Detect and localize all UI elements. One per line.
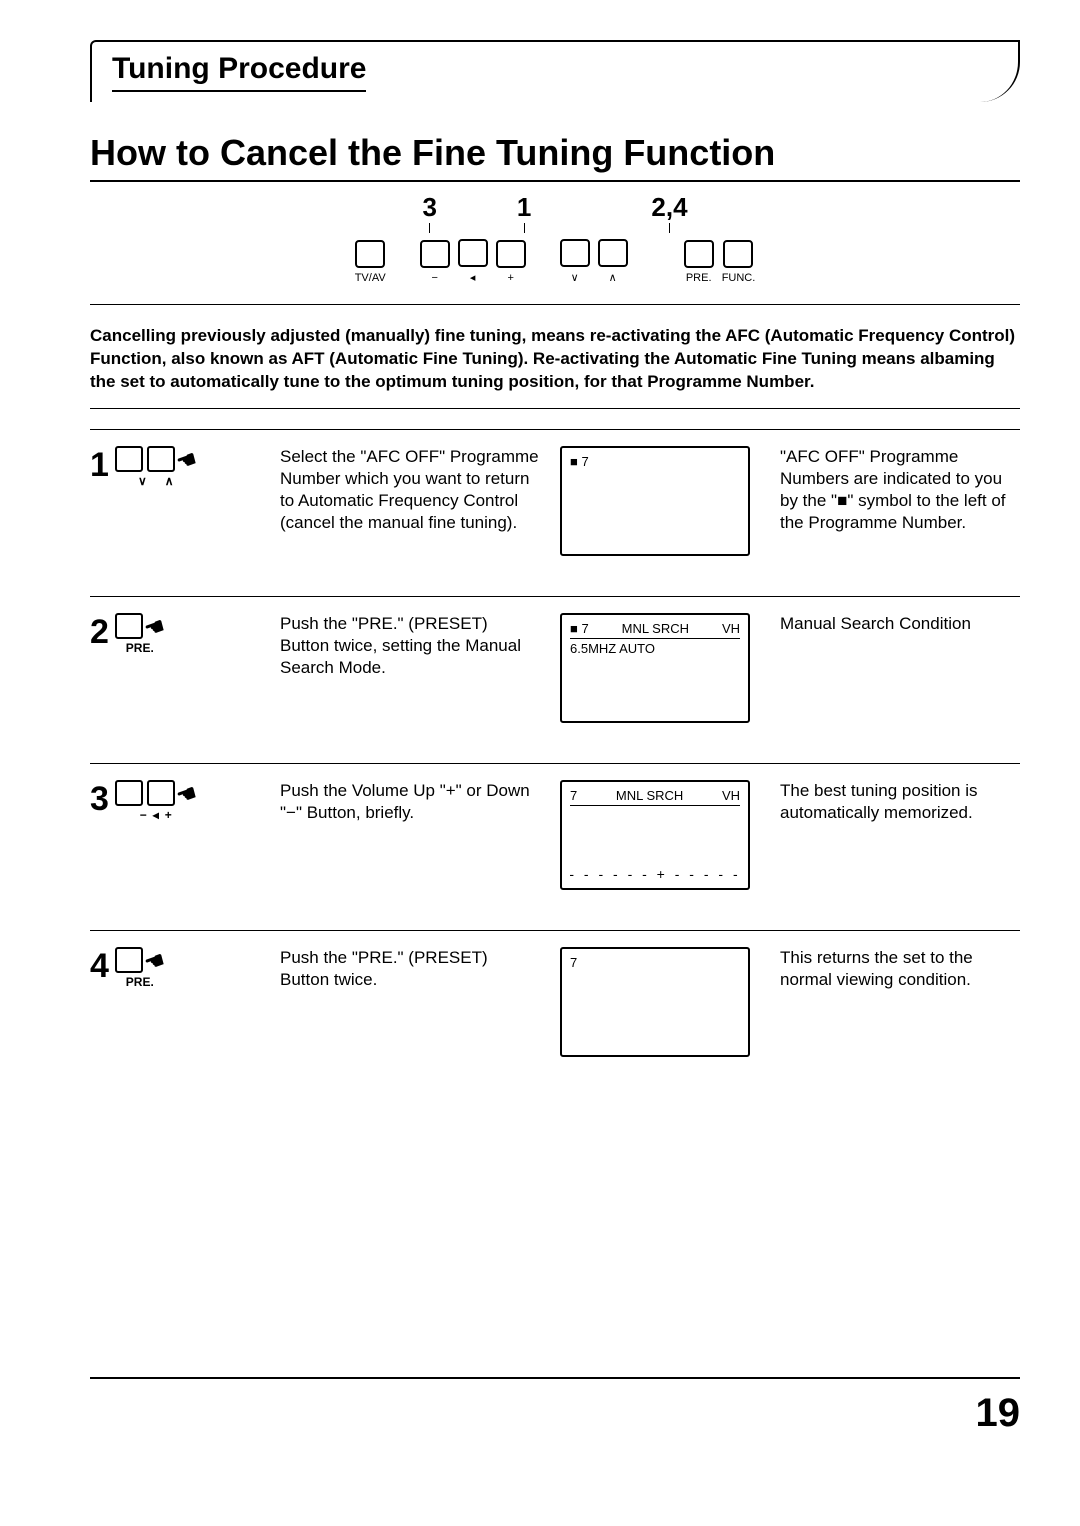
step-icon-volume: ☚ − ◂ + [115,780,197,822]
remote-button-pre: PRE. [684,240,714,284]
step-number: 2 [90,613,109,652]
hand-icon: ☚ [174,447,200,474]
page-number: 19 [90,1377,1020,1436]
step-instruction: Push the Volume Up "+" or Down "−" Butto… [280,780,540,824]
main-title: How to Cancel the Fine Tuning Function [90,132,1020,182]
remote-top-label: 3 [422,192,436,233]
step-result: "AFC OFF" Programme Numbers are indicate… [780,446,1020,534]
step-4: 4 ☚ PRE. Push the "PRE." (PRESET) Button… [90,930,1020,1097]
step-number: 3 [90,780,109,819]
step-icon-channel-updown: ☚ ∨∧ [115,446,197,488]
section-title: Tuning Procedure [112,52,366,92]
step-instruction: Select the "AFC OFF" Programme Number wh… [280,446,540,534]
step-icon-pre-button: ☚ PRE. [115,947,165,989]
step-number: 4 [90,947,109,986]
intro-paragraph: Cancelling previously adjusted (manually… [90,325,1020,409]
tuning-indicator: - - - - - - + - - - - - [568,866,742,882]
step-result: The best tuning position is automaticall… [780,780,1020,824]
remote-top-label: 2,4 [651,192,687,233]
remote-button-left: ◂ [458,239,488,284]
step-number: 1 [90,446,109,485]
screen-display: 7 MNL SRCH VH - - - - - - + - - - - - [560,780,750,890]
step-result: Manual Search Condition [780,613,1020,635]
remote-top-label: 1 [517,192,531,233]
hand-icon: ☚ [142,948,168,975]
hand-icon: ☚ [142,614,168,641]
remote-button-plus: + [496,240,526,284]
screen-display: 7 [560,947,750,1057]
step-3: 3 ☚ − ◂ + Push the Volume Up "+" or Down… [90,763,1020,930]
step-icon-pre-button: ☚ PRE. [115,613,165,655]
step-1: 1 ☚ ∨∧ Select the "AFC OFF" Programme Nu… [90,429,1020,596]
section-tab: Tuning Procedure [90,40,1020,102]
step-2: 2 ☚ PRE. Push the "PRE." (PRESET) Button… [90,596,1020,763]
remote-button-up: ∧ [598,239,628,284]
step-instruction: Push the "PRE." (PRESET) Button twice. [280,947,540,991]
remote-button-tvav: TV/AV [355,240,386,284]
remote-button-func: FUNC. [722,240,756,284]
screen-display: ■ 7 MNL SRCH VH 6.5MHZ AUTO [560,613,750,723]
remote-button-minus: − [420,240,450,284]
screen-display: ■ 7 [560,446,750,556]
step-result: This returns the set to the normal viewi… [780,947,1020,991]
hand-icon: ☚ [174,781,200,808]
remote-button-down: ∨ [560,239,590,284]
step-instruction: Push the "PRE." (PRESET) Button twice, s… [280,613,540,679]
remote-diagram: 3 1 2,4 TV/AV − ◂ + ∨ ∧ PRE. [90,192,1020,305]
